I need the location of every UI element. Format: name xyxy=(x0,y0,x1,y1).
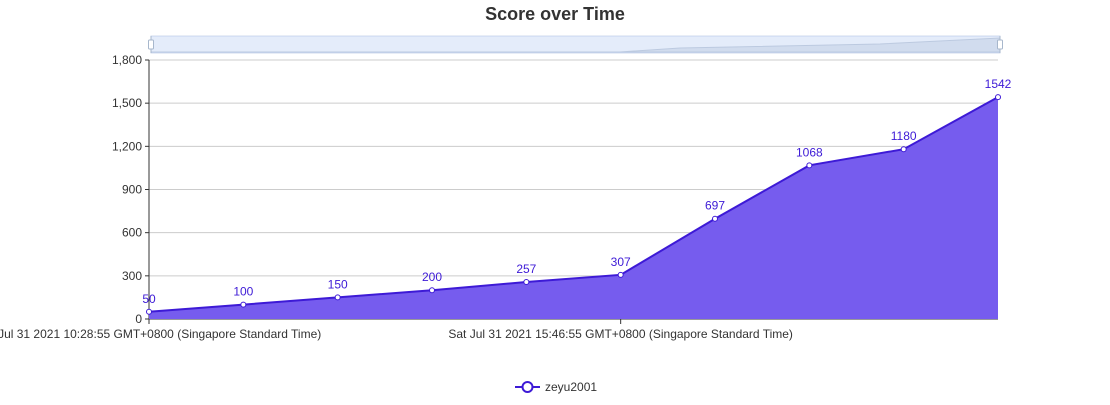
data-label: 50 xyxy=(142,292,156,306)
data-label: 307 xyxy=(611,255,631,269)
y-tick-label: 900 xyxy=(122,183,142,197)
y-tick-label: 1,200 xyxy=(112,139,142,153)
data-label: 1180 xyxy=(891,129,917,143)
datazoom-slider[interactable] xyxy=(149,36,1003,53)
datazoom-selection[interactable] xyxy=(151,36,1000,53)
chart-title: Score over Time xyxy=(485,4,625,24)
data-point[interactable] xyxy=(241,302,246,307)
data-label: 1542 xyxy=(985,77,1012,91)
data-label: 200 xyxy=(422,270,442,284)
data-label: 257 xyxy=(516,262,536,276)
series-area xyxy=(149,97,998,319)
data-label: 697 xyxy=(705,199,725,213)
data-label: 150 xyxy=(328,277,348,291)
y-tick-label: 1,500 xyxy=(112,96,142,110)
data-point[interactable] xyxy=(901,147,906,152)
data-point[interactable] xyxy=(618,272,623,277)
y-tick-label: 600 xyxy=(122,226,142,240)
y-tick-label: 1,800 xyxy=(112,53,142,67)
x-tick-label: Sat Jul 31 2021 10:28:55 GMT+0800 (Singa… xyxy=(0,327,321,341)
legend[interactable]: zeyu2001 xyxy=(515,380,597,394)
data-point[interactable] xyxy=(335,295,340,300)
data-label: 100 xyxy=(233,285,253,299)
legend-circle-swatch xyxy=(523,382,533,392)
x-tick-label: Sat Jul 31 2021 15:46:55 GMT+0800 (Singa… xyxy=(448,327,793,341)
data-label: 1068 xyxy=(796,145,823,159)
series-zeyu2001 xyxy=(149,97,998,319)
data-point[interactable] xyxy=(996,95,1001,100)
y-tick-label: 300 xyxy=(122,269,142,283)
data-point[interactable] xyxy=(147,309,152,314)
data-point[interactable] xyxy=(524,280,529,285)
data-point[interactable] xyxy=(713,216,718,221)
y-tick-label: 0 xyxy=(135,312,142,326)
data-point[interactable] xyxy=(807,163,812,168)
legend-label[interactable]: zeyu2001 xyxy=(545,380,597,394)
data-point[interactable] xyxy=(430,288,435,293)
